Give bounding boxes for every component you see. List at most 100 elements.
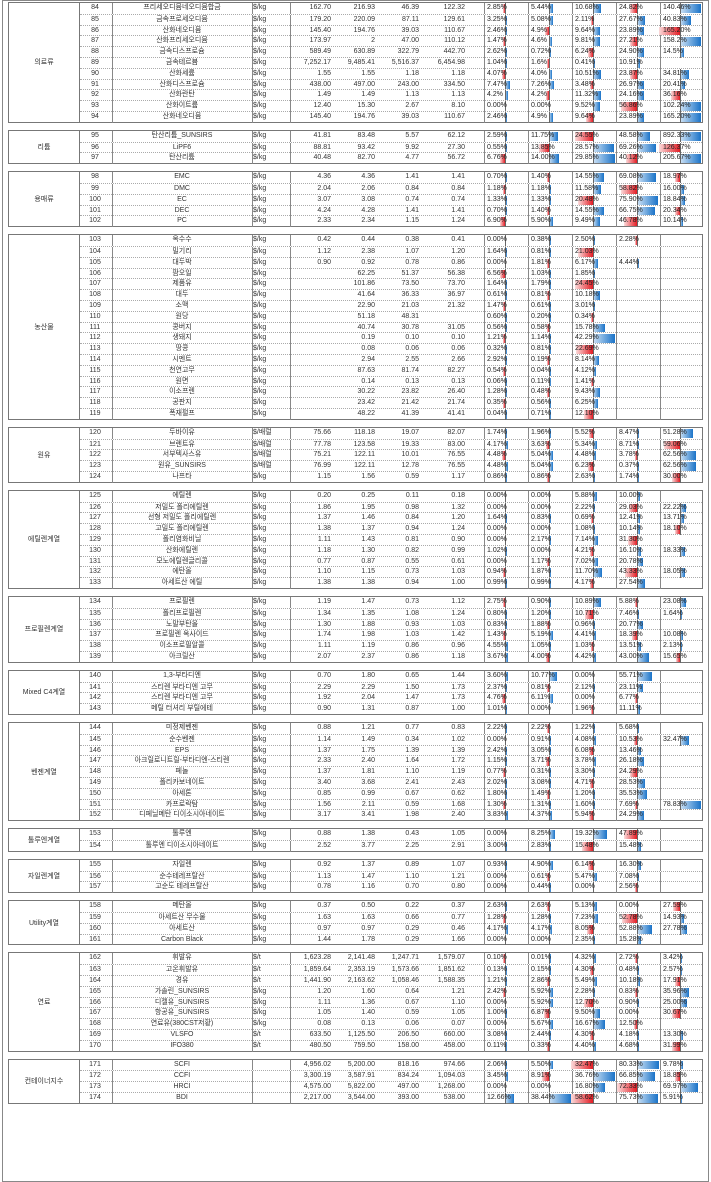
table-row[interactable]: 128 고밀도 폴리에틸렌 $/kg 1.38 1.37 0.94 1.24 0.00% 0.0… [80, 523, 702, 535]
cell-hi: 0.13 [361, 1020, 375, 1028]
table-row[interactable]: 164 경유 $/t 1,441.90 2,163.62 1,058.46 1,588.35… [80, 974, 702, 987]
cell-prev: 129.61 [443, 15, 465, 23]
table-row[interactable]: 115 천연고무 $/kg 87.63 81.74 82.27 0.54% 0.04% 4.12… [80, 364, 702, 377]
table-row[interactable]: 107 제품유 $/kg 101.86 73.50 73.70 1.64% 1.79% 24.4… [80, 278, 702, 291]
table-row[interactable]: 122 서부텍사스유 $/배럴 75.21 122.11 10.01 76.55 4.48% 5… [80, 449, 702, 462]
table-row[interactable]: 98 EMC $/kg 4.36 4.36 1.41 1.41 0.70% 1.40% 14.55… [80, 172, 702, 183]
table-row[interactable]: 153 톨루엔 $/kg 0.88 1.38 0.43 1.05 0.00% 8.25% 19.3… [80, 829, 702, 840]
table-row[interactable]: 161 Carbon Black $/kg 1.44 1.78 0.29 1.66 0.00%… [80, 933, 702, 946]
table-row[interactable]: 151 카프로락탐 $/kg 1.56 2.11 0.59 1.68 1.30% 1.31% 1.… [80, 798, 702, 811]
table-row[interactable]: 104 밀기리 $/kg 1.12 2.38 1.07 1.20 1.64% 0.81% 21.0… [80, 245, 702, 258]
table-row[interactable]: 131 모노에틸렌글리콜 $/kg 0.77 0.87 0.55 0.61 0.00% 1.17… [80, 555, 702, 568]
table-row[interactable]: 139 아크릴산 $/kg 2.07 2.37 0.86 1.18 3.67% 4.00% 4.4… [80, 651, 702, 663]
table-row[interactable]: 102 PC $/kg 2.33 2.34 1.15 1.24 6.90% 5.90% 9.49%… [80, 215, 702, 228]
table-row[interactable]: 133 아세트산 에틸 $/kg 1.38 1.38 0.94 1.00 0.99% 0.99%… [80, 577, 702, 589]
table-row[interactable]: 123 원유_SUNSIRS $/배럴 76.99 122.11 12.78 76.55 4.… [80, 460, 702, 472]
table-row[interactable]: 166 디젤유_SUNSIRS $/kg 1.11 1.36 0.67 1.10 0.00% 5… [80, 996, 702, 1009]
table-row[interactable]: 126 저밀도 폴리에틸렌 $/kg 1.86 1.95 0.98 1.32 0.00% 0.0… [80, 501, 702, 514]
table-row[interactable]: 147 아크릴로니트릴-부타디엔-스티렌 $/kg 2.33 2.40 1.64 1.72 1… [80, 755, 702, 768]
table-row[interactable]: 93 산화이트륨 $/kg 12.40 15.30 2.67 8.10 0.00% 0.00% 9… [80, 100, 702, 112]
table-row[interactable]: 150 아세톤 $/kg 0.85 0.99 0.67 0.62 1.80% 1.49% 1.20… [80, 787, 702, 800]
table-row[interactable]: 119 폭재펄프 $/kg 48.22 41.39 41.41 0.04% 0.71% 12.1… [80, 407, 702, 420]
table-row[interactable]: 129 폴리염화비닐 $/kg 1.11 1.43 0.81 0.90 0.00% 2.17% 7… [80, 533, 702, 546]
table-row[interactable]: 169 VLSFO $/t 633.50 1,125.50 206.50 660.00 3.0… [80, 1028, 702, 1041]
table-row[interactable]: 108 대두 $/kg 41.64 36.33 36.97 0.61% 0.81% 10.18% [80, 289, 702, 301]
cell-id: 118 [89, 399, 101, 407]
table-row[interactable]: 137 프로필렌 옥사이드 $/kg 1.74 1.98 1.03 1.42 1.43% 5.1… [80, 629, 702, 642]
table-row[interactable]: 97 탄산리튬 $/kg 40.48 82.70 4.77 56.72 6.76% 14.00%… [80, 152, 702, 165]
table-row[interactable]: 158 메탄올 $/kg 0.37 0.50 0.22 0.37 2.63% 2.63% 5.13… [80, 901, 702, 912]
change-value: 51.28% [663, 428, 687, 436]
table-row[interactable]: 85 금속프로세오디뮴 $/kg 179.20 220.09 87.11 129.61 3.2… [80, 13, 702, 26]
table-row[interactable]: 114 시멘트 $/kg 2.94 2.55 2.66 2.92% 0.19% 8.14% [80, 353, 702, 366]
table-row[interactable]: 173 HRCI 4,575.00 5,822.00 497.00 1,268.00 0.0… [80, 1081, 702, 1093]
cell-prev: 1.41 [451, 173, 465, 181]
table-row[interactable]: 162 휘발유 $/t 1,623.28 2,141.48 1,247.71 1,579.0… [80, 953, 702, 965]
table-row[interactable]: 105 대두박 $/kg 0.90 0.92 0.78 0.86 0.00% 1.81% 6.17… [80, 256, 702, 269]
table-row[interactable]: 149 폴리카보네이트 $/kg 3.40 3.68 2.41 2.43 2.02% 3.08%… [80, 777, 702, 789]
table-row[interactable]: 165 가솔린_SUNSIRS $/kg 1.20 1.60 0.64 1.21 2.42% 5… [80, 985, 702, 998]
table-row[interactable]: 90 산화세륨 $/kg 1.55 1.55 1.18 1.18 4.07% 4.0% 10.51… [80, 67, 702, 80]
table-row[interactable]: 109 소맥 $/kg 22.90 21.03 21.32 1.47% 0.61% 3.01% [80, 299, 702, 312]
table-row[interactable]: 168 연료유(380CST저황) $/kg 0.08 0.13 0.06 0.07 0.00… [80, 1018, 702, 1030]
table-row[interactable]: 154 톨루엔 디이소시아네이트 $/kg 2.52 3.77 2.25 2.91 3.00%… [80, 839, 702, 852]
table-row[interactable]: 142 스티렌 부타디엔 고무 $/kg 1.92 2.04 1.47 1.73 4.76% 6… [80, 692, 702, 705]
table-row[interactable]: 141 스티렌 부타디엔 고무 $/kg 2.29 2.29 1.50 1.73 2.37% 0… [80, 681, 702, 694]
bar-axis [637, 130, 638, 142]
change-value: 72.33% [619, 1083, 643, 1091]
table-row[interactable]: 95 탄산리튬_SUNSIRS $/kg 41.81 83.48 5.57 62.12 2.5… [80, 130, 702, 142]
table-row[interactable]: 134 프로필렌 $/kg 1.19 1.47 0.73 1.12 2.75% 0.90% 10.… [80, 597, 702, 608]
table-row[interactable]: 124 나프타 $/kg 1.15 1.56 0.59 1.17 0.86% 0.86% 2.63… [80, 470, 702, 483]
table-row[interactable]: 155 자일렌 $/kg 0.92 1.37 0.89 1.07 0.93% 4.90% 6.14… [80, 859, 702, 871]
table-row[interactable]: 120 두바이유 $/배럴 75.66 118.18 19.07 82.07 1.74% 1.9… [80, 427, 702, 439]
table-row[interactable]: 140 1,3-부타디엔 $/kg 0.70 1.80 0.65 1.44 3.60% 10.7… [80, 670, 702, 682]
table-row[interactable]: 125 에틸렌 $/kg 0.20 0.25 0.11 0.18 0.00% 0.00% 5.88… [80, 490, 702, 502]
table-row[interactable]: 118 공판지 $/kg 23.42 21.42 21.74 0.35% 0.56% 6.25% [80, 397, 702, 409]
table-row[interactable]: 163 고온휘발유 $/t 1,859.64 2,353.19 1,573.66 1,851… [80, 964, 702, 976]
table-row[interactable]: 121 브렌트유 $/배럴 77.78 123.58 19.33 83.00 4.17% 3.6… [80, 438, 702, 451]
table-row[interactable]: 99 DMC $/kg 2.04 2.06 0.84 0.84 1.18% 1.18% 11.58… [80, 182, 702, 195]
table-row[interactable]: 148 페놀 $/kg 1.37 1.81 1.10 1.19 0.77% 0.31% 3.30%… [80, 766, 702, 778]
table-row[interactable]: 171 SCFI 4,956.02 5,200.00 818.16 974.66 2.06%… [80, 1059, 702, 1071]
table-row[interactable]: 130 산화에틸렌 $/kg 1.18 1.30 0.82 0.99 1.02% 0.00% 4.… [80, 544, 702, 557]
table-row[interactable]: 94 산화네오디뮴 $/kg 145.40 194.76 39.03 110.67 2.46%… [80, 111, 702, 123]
table-row[interactable]: 157 고순도 테레프탈산 $/kg 0.78 1.16 0.70 0.80 0.00% 0.4… [80, 881, 702, 894]
table-row[interactable]: 170 IFO380 $/t 480.50 759.50 158.00 458.00 0.11… [80, 1039, 702, 1052]
table-row[interactable]: 159 아세트산 무수물 $/kg 1.63 1.63 0.66 0.77 1.28% 1.28… [80, 911, 702, 924]
table-row[interactable]: 96 LiPF6 $/kg 88.81 93.42 9.92 27.30 0.55% 13.85… [80, 141, 702, 154]
table-row[interactable]: 89 금속테르븀 $/kg 7,252.17 9,485.41 5,516.37 6,454… [80, 57, 702, 69]
table-row[interactable]: 145 순수벤젠 $/kg 1.14 1.49 0.34 1.02 0.00% 0.91% 4.0… [80, 733, 702, 746]
table-row[interactable]: 106 팜오일 $/kg 62.25 51.37 56.38 6.56% 1.03% 1.85% [80, 267, 702, 280]
table-row[interactable]: 110 원당 $/kg 51.18 48.31 0.60% 0.20% 0.34% [80, 310, 702, 323]
table-row[interactable]: 172 CCFI 3,300.19 3,587.91 834.24 1,094.03 3.4… [80, 1070, 702, 1083]
table-row[interactable]: 174 BDI 2,217.00 3,544.00 393.00 538.00 12.66%… [80, 1091, 702, 1104]
table-row[interactable]: 135 폴리프로필렌 $/kg 1.34 1.35 1.08 1.24 0.80% 1.20% 1… [80, 607, 702, 620]
table-row[interactable]: 111 콩버지 $/kg 40.74 30.78 31.05 0.56% 0.58% 15.78… [80, 321, 702, 334]
table-row[interactable]: 167 항공유_SUNSIRS $/kg 1.05 1.40 0.59 1.05 1.00% 6… [80, 1007, 702, 1020]
change-cell: 11.58% [572, 183, 616, 195]
table-row[interactable]: 100 EC $/kg 3.07 3.08 0.74 0.74 1.33% 1.33% 20.48… [80, 193, 702, 206]
table-row[interactable]: 88 금속디스프로슘 $/kg 589.49 630.89 322.79 442.70 2.6… [80, 46, 702, 58]
table-row[interactable]: 112 생돼지 $/kg 0.19 0.10 0.10 1.21% 1.14% 42.29% [80, 332, 702, 345]
table-row[interactable]: 91 산화디스프로슘 $/kg 438.00 497.00 243.00 334.50 7.4… [80, 78, 702, 91]
table-row[interactable]: 92 산화란탄 $/kg 1.49 1.49 1.13 1.13 4.2% 4.2% 11.32%… [80, 89, 702, 102]
table-row[interactable]: 84 프리세오디뮴네오디뮴합금 $/kg 162.70 216.93 46.39 122.3… [80, 3, 702, 14]
table-row[interactable]: 146 EPS $/kg 1.37 1.75 1.39 1.39 2.42% 3.05% 6.08… [80, 744, 702, 757]
table-row[interactable]: 113 땅콩 $/kg 0.08 0.06 0.06 0.32% 0.81% 22.69% [80, 343, 702, 355]
table-row[interactable]: 160 아세트산 $/kg 0.97 0.97 0.29 0.46 4.17% 4.17% 8.0… [80, 922, 702, 935]
table-row[interactable]: 103 옥수수 $/kg 0.42 0.44 0.38 0.41 0.00% 0.38% 2.50… [80, 235, 702, 246]
table-row[interactable]: 144 미정제벤젠 $/kg 0.88 1.21 0.77 0.83 2.22% 2.22% 1.… [80, 723, 702, 734]
table-row[interactable]: 143 메틸 터셔리 부틸에테 $/kg 0.90 1.31 0.87 1.00 1.01% 0… [80, 703, 702, 715]
table-row[interactable]: 117 이소프렌 $/kg 30.22 23.82 26.40 1.28% 0.48% 9.43… [80, 386, 702, 399]
table-row[interactable]: 156 순수테레프탈산 $/kg 1.13 1.47 1.10 1.21 0.00% 0.61%… [80, 870, 702, 883]
table-row[interactable]: 127 선형 저밀도 폴리에틸렌 $/kg 1.37 1.46 0.84 1.20 1.64%… [80, 512, 702, 525]
table-row[interactable]: 101 DEC $/kg 4.24 4.28 1.41 1.41 0.70% 1.40% 14.5… [80, 204, 702, 217]
table-row[interactable]: 87 산화프리세오디뮴 $/kg 173.97 2 47.00 110.12 1.47% 4.6… [80, 35, 702, 48]
table-row[interactable]: 86 산화네오디뮴 $/kg 145.40 194.76 39.03 110.67 2.46%… [80, 24, 702, 37]
table-row[interactable]: 136 노말부탄올 $/kg 1.30 1.88 0.93 1.03 0.83% 1.88% 0.… [80, 618, 702, 631]
table-row[interactable]: 116 원면 $/kg 0.14 0.13 0.13 0.06% 0.11% 1.41% [80, 375, 702, 388]
table-row[interactable]: 152 디페닐메탄 디이소시아네이트 $/kg 3.17 3.41 1.98 2.40 3.8… [80, 809, 702, 822]
change-bar [549, 694, 553, 704]
table-row[interactable]: 138 이소프로필알콜 $/kg 1.11 1.19 0.86 0.96 4.55% 1.05%… [80, 640, 702, 652]
table-row[interactable]: 132 에탄올 $/kg 1.10 1.15 0.73 1.03 0.94% 1.87% 11.7… [80, 566, 702, 579]
